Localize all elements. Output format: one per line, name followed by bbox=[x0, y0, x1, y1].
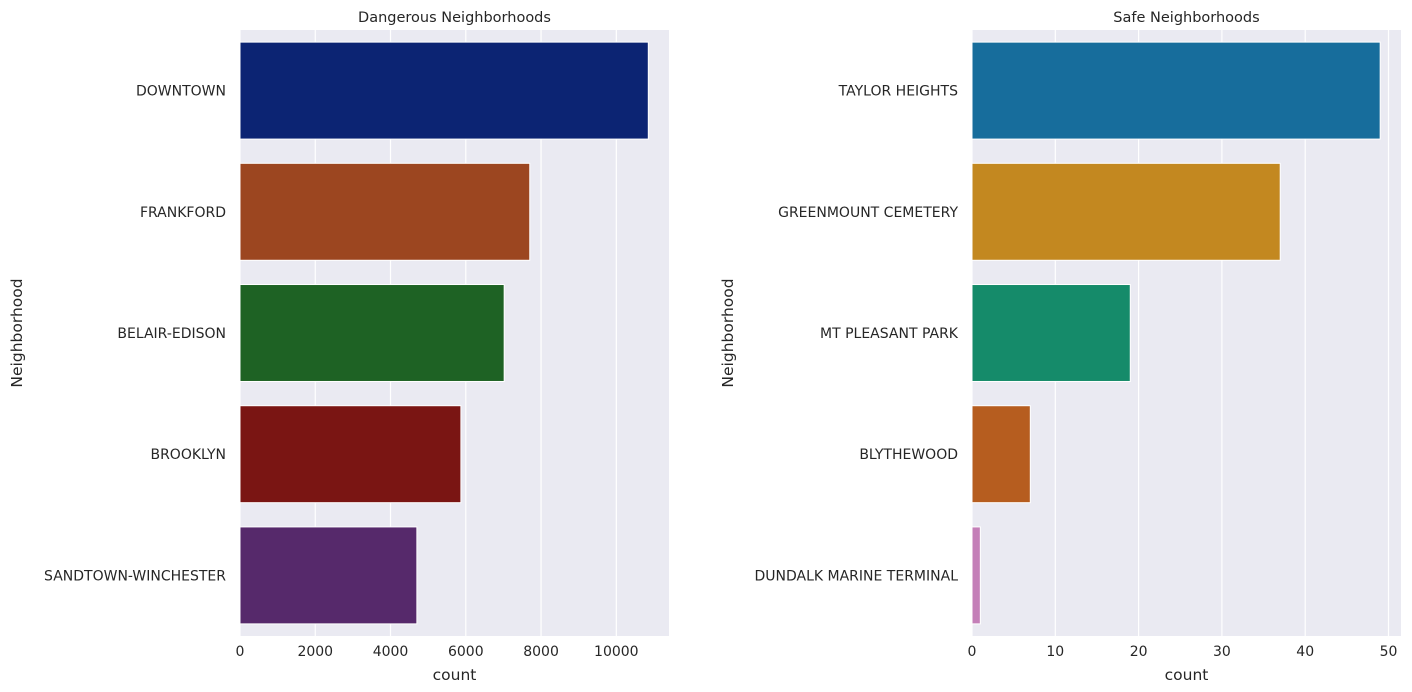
bar-blythewood bbox=[971, 405, 1031, 504]
bar-sandtown-winchester bbox=[239, 526, 418, 625]
bar-brooklyn bbox=[239, 405, 462, 504]
bar-belair-edison bbox=[239, 284, 505, 382]
chart-title: Safe Neighborhoods bbox=[1113, 10, 1259, 26]
x-tick-label: 0 bbox=[236, 644, 245, 660]
x-tick-label: 4000 bbox=[373, 644, 409, 660]
chart-title: Dangerous Neighborhoods bbox=[358, 10, 551, 26]
y-axis-label: Neighborhood bbox=[8, 278, 26, 387]
y-tick-label: SANDTOWN-WINCHESTER bbox=[44, 568, 226, 584]
x-tick-label: 10000 bbox=[594, 644, 639, 660]
safe-neighborhoods-panel: 0 10 20 30 40 50 TAYLOR HEIGHTS GREENMOUNT CEME… bbox=[719, 10, 1401, 684]
x-tick-label: 8000 bbox=[523, 644, 559, 660]
x-tick-label: 6000 bbox=[448, 644, 484, 660]
x-tick-label: 50 bbox=[1380, 644, 1398, 660]
x-tick-label: 40 bbox=[1296, 644, 1314, 660]
x-tick-label: 0 bbox=[968, 644, 977, 660]
bar-mt-pleasant-park bbox=[971, 284, 1131, 382]
y-tick-label: MT PLEASANT PARK bbox=[820, 326, 959, 342]
bar-taylor-heights bbox=[971, 41, 1381, 140]
x-tick-label: 2000 bbox=[297, 644, 333, 660]
bar-downtown bbox=[239, 41, 649, 140]
bar-frankford bbox=[239, 162, 531, 261]
y-tick-label: GREENMOUNT CEMETERY bbox=[778, 205, 958, 221]
y-tick-label: BELAIR-EDISON bbox=[117, 326, 226, 342]
y-tick-label: DUNDALK MARINE TERMINAL bbox=[754, 568, 958, 584]
y-tick-label: FRANKFORD bbox=[140, 205, 226, 221]
y-tick-label: BLYTHEWOOD bbox=[859, 447, 958, 463]
x-tick-label: 10 bbox=[1046, 644, 1064, 660]
bar-dundalk-marine-terminal bbox=[971, 526, 981, 625]
x-tick-label: 20 bbox=[1130, 644, 1148, 660]
bar-greenmount-cemetery bbox=[971, 162, 1281, 261]
y-tick-label: BROOKLYN bbox=[150, 447, 226, 463]
x-axis-label: count bbox=[1165, 666, 1209, 684]
x-axis-label: count bbox=[433, 666, 477, 684]
x-tick-label: 30 bbox=[1213, 644, 1231, 660]
y-tick-label: TAYLOR HEIGHTS bbox=[838, 84, 958, 100]
dangerous-neighborhoods-panel: 0 2000 4000 6000 8000 10000 DOWNTOWN FRANKFORD B… bbox=[8, 10, 669, 684]
y-axis-label: Neighborhood bbox=[719, 278, 737, 387]
y-tick-label: DOWNTOWN bbox=[136, 84, 226, 100]
